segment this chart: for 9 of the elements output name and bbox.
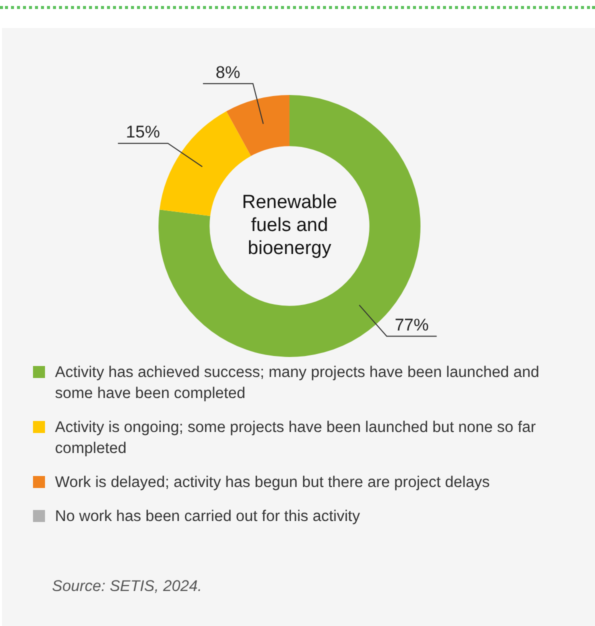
data-label: 77%	[394, 315, 429, 334]
legend-label: Work is delayed; activity has begun but there are project delays	[55, 473, 490, 493]
legend-label: Activity is ongoing; some projects have been launched but none so far completed	[55, 418, 537, 459]
legend-label: Activity has achieved success; many projects have been launched and some have been completed	[55, 363, 540, 404]
legend-label: No work has been carried out for this activity	[55, 507, 360, 527]
data-label: 8%	[216, 62, 240, 82]
text: Renewable fuels and bioenergy	[242, 192, 338, 260]
data-label: 15%	[126, 122, 160, 142]
source-note: Source: SETIS, 2024.	[52, 578, 202, 596]
